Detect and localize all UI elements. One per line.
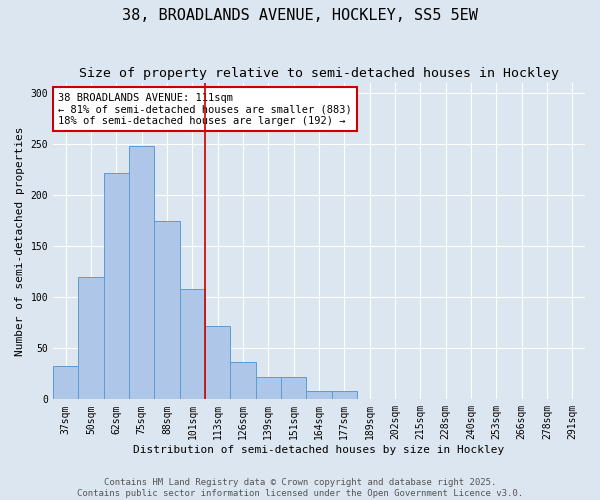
Text: 38, BROADLANDS AVENUE, HOCKLEY, SS5 5EW: 38, BROADLANDS AVENUE, HOCKLEY, SS5 5EW	[122, 8, 478, 22]
X-axis label: Distribution of semi-detached houses by size in Hockley: Distribution of semi-detached houses by …	[133, 445, 505, 455]
Bar	[307, 391, 332, 400]
Bar	[230, 362, 256, 400]
Bar	[205, 326, 230, 400]
Bar	[281, 377, 307, 400]
Y-axis label: Number of semi-detached properties: Number of semi-detached properties	[15, 126, 25, 356]
Bar	[129, 146, 154, 400]
Bar	[256, 377, 281, 400]
Bar	[332, 391, 357, 400]
Bar	[79, 277, 104, 400]
Bar	[53, 366, 79, 400]
Bar	[104, 173, 129, 400]
Title: Size of property relative to semi-detached houses in Hockley: Size of property relative to semi-detach…	[79, 68, 559, 80]
Text: Contains HM Land Registry data © Crown copyright and database right 2025.
Contai: Contains HM Land Registry data © Crown c…	[77, 478, 523, 498]
Bar	[179, 289, 205, 400]
Bar	[154, 221, 179, 400]
Text: 38 BROADLANDS AVENUE: 111sqm
← 81% of semi-detached houses are smaller (883)
18%: 38 BROADLANDS AVENUE: 111sqm ← 81% of se…	[58, 92, 352, 126]
